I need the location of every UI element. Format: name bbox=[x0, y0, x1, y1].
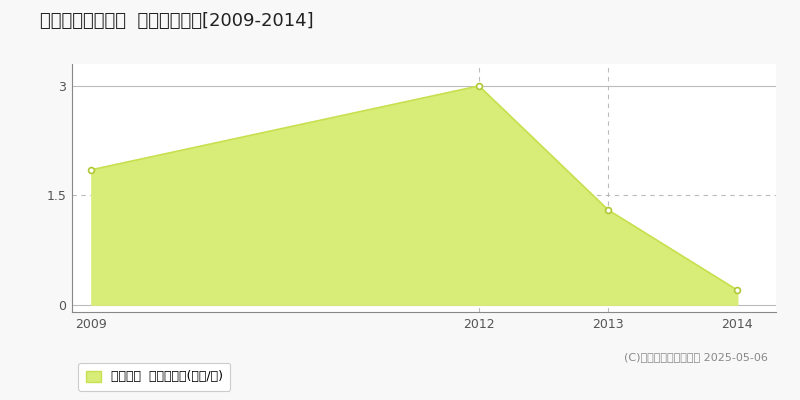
Text: (C)土地価格ドットコム 2025-05-06: (C)土地価格ドットコム 2025-05-06 bbox=[624, 352, 768, 362]
Point bbox=[85, 166, 98, 173]
Legend: 土地価格  平均坪単価(万円/坪): 土地価格 平均坪単価(万円/坪) bbox=[78, 363, 230, 391]
Point bbox=[473, 83, 486, 89]
Point bbox=[731, 287, 744, 293]
Text: 香取郡多古町大門  土地価格推移[2009-2014]: 香取郡多古町大門 土地価格推移[2009-2014] bbox=[40, 12, 314, 30]
Point bbox=[602, 207, 614, 213]
